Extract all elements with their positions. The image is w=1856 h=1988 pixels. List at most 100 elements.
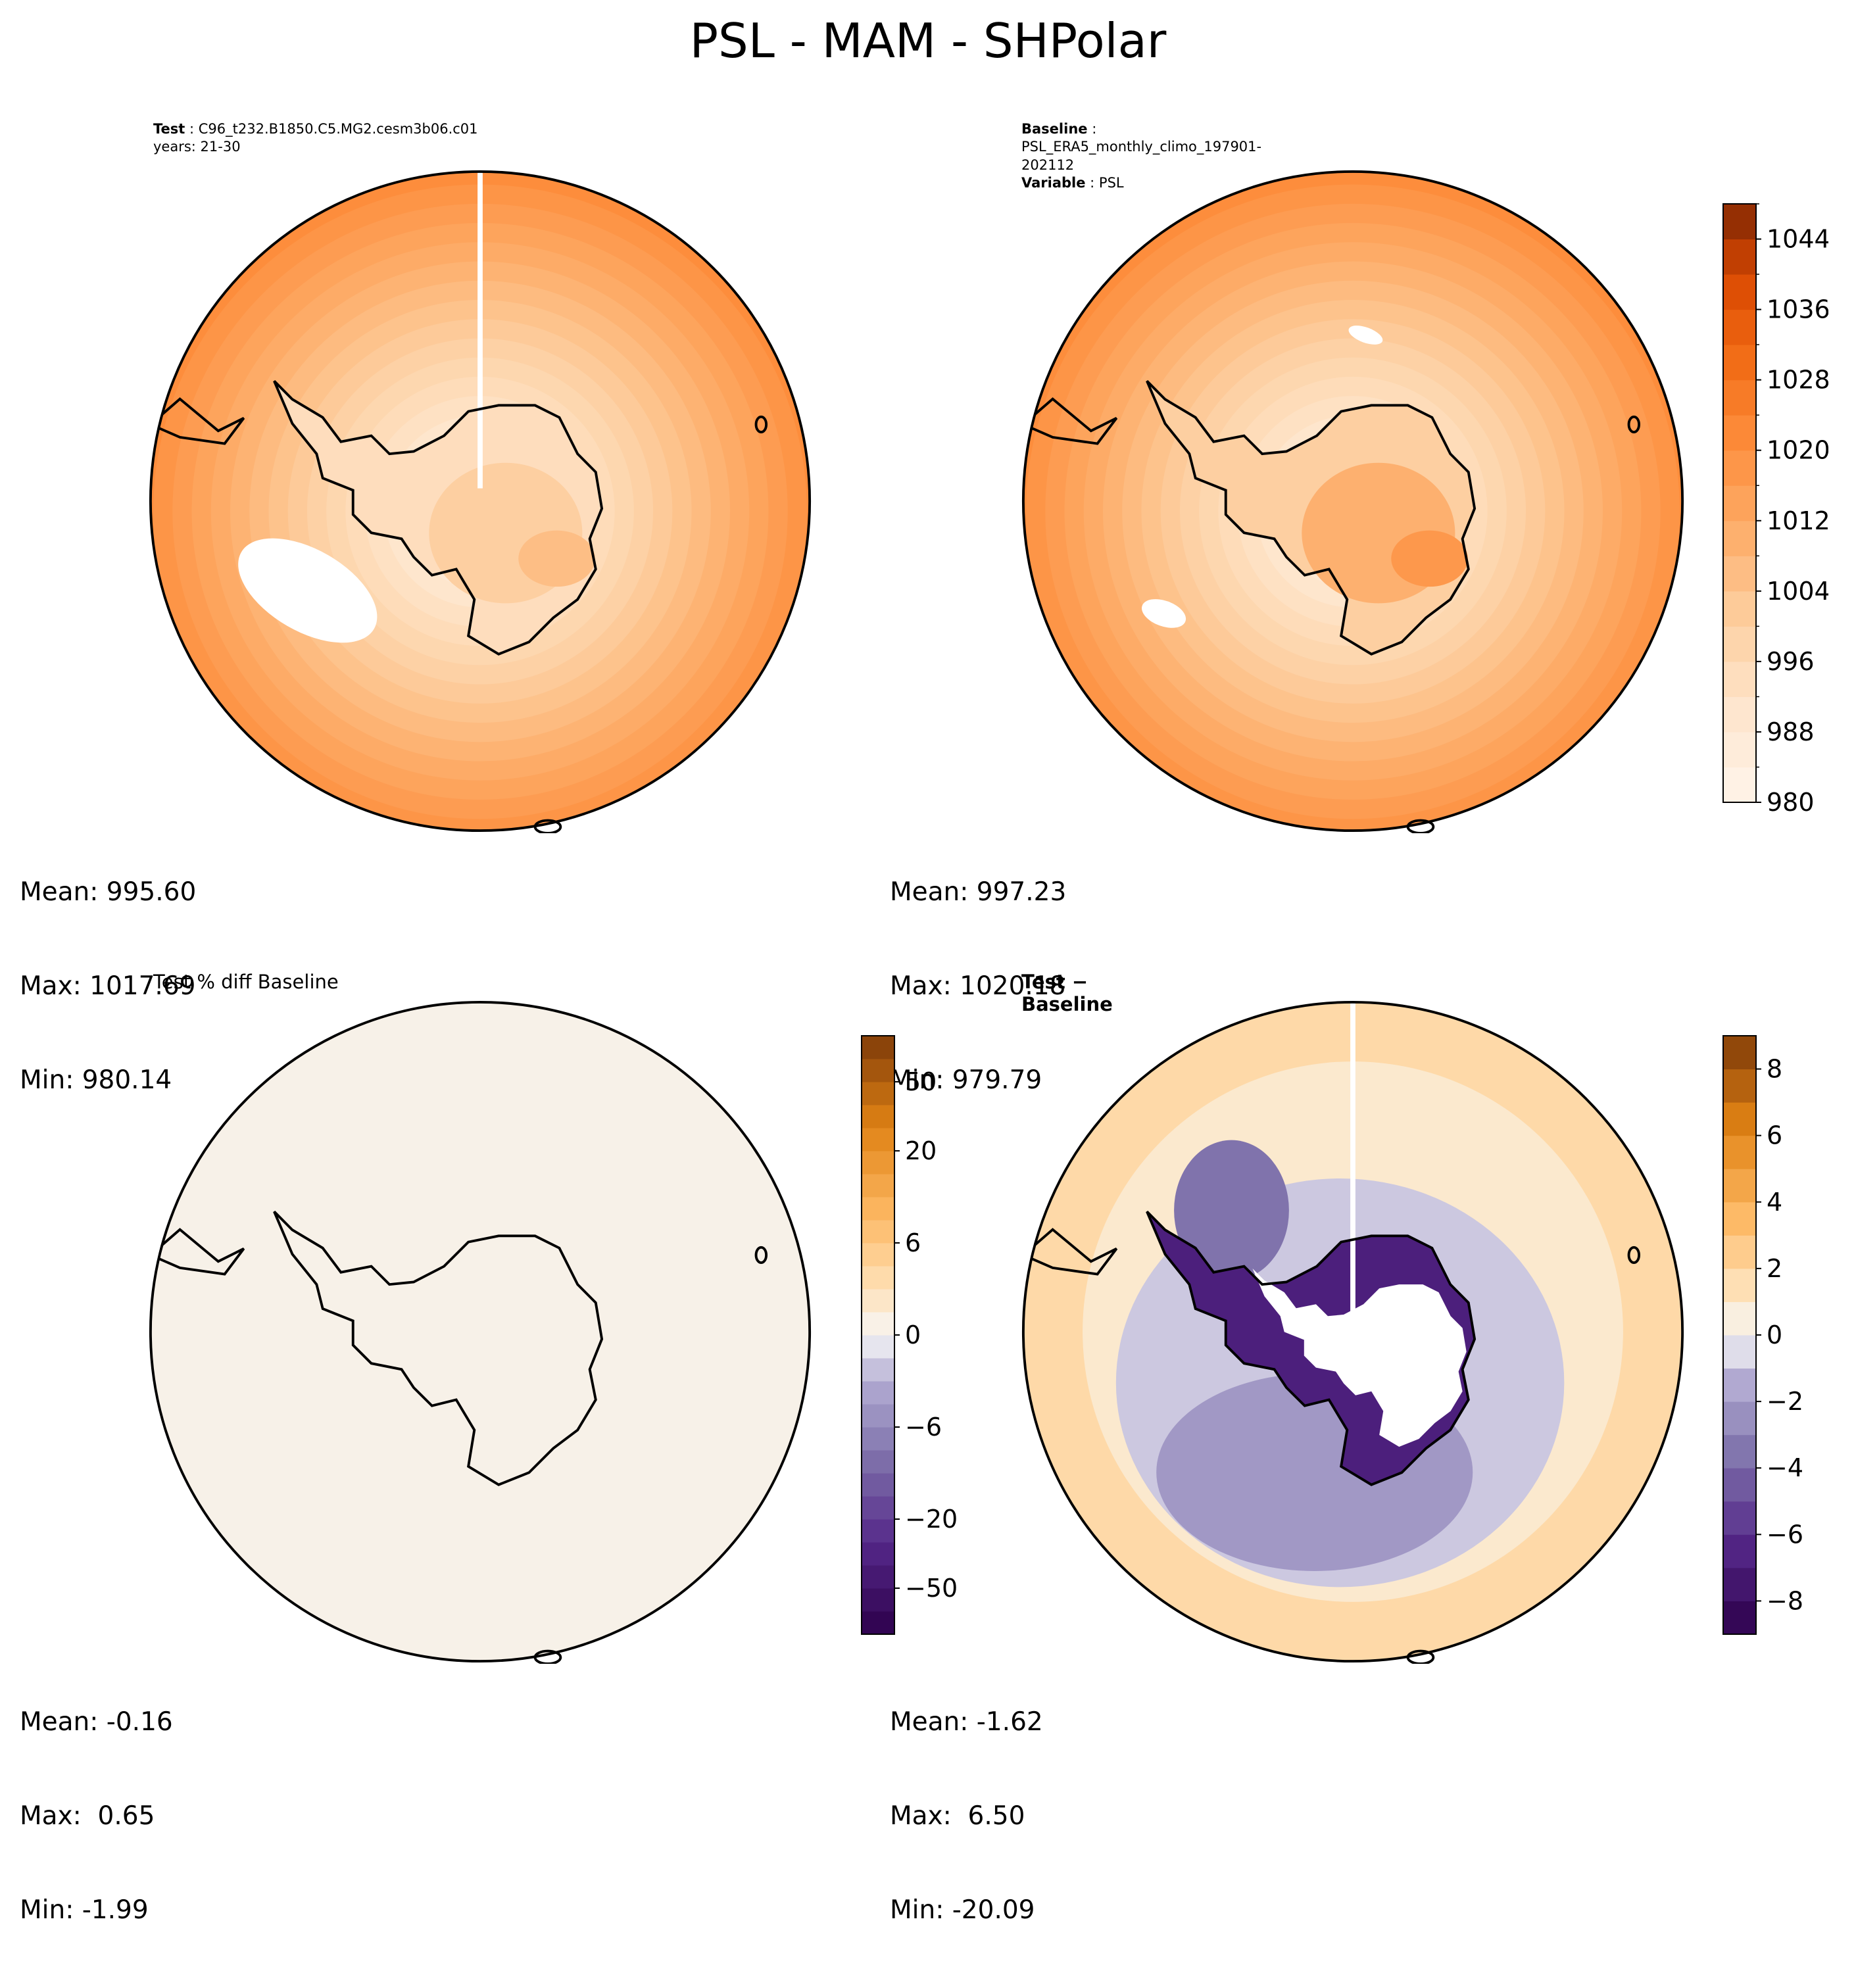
panel-test: Test : C96_t232.B1850.C5.MG2.cesm3b06.c0… bbox=[0, 0, 928, 1095]
colorbar-segment bbox=[1723, 1036, 1756, 1070]
south-america-coastline bbox=[150, 1228, 245, 1276]
uniform-field bbox=[150, 1002, 810, 1662]
map-baseline bbox=[1021, 169, 1685, 836]
stats-pctdiff: Mean: -0.16 Max: 0.65 Min: -1.99 bbox=[20, 1644, 173, 1988]
colorbar-segment bbox=[862, 1588, 894, 1612]
colorbar-tick-label: 1004 bbox=[1767, 577, 1828, 606]
figure: PSL - MAM - SHPolar Test : C96_t232.B185… bbox=[0, 0, 1830, 1925]
colorbar-segment bbox=[1723, 1102, 1756, 1136]
stat-min: Min: 979.79 bbox=[890, 1065, 1042, 1095]
stat-max: Max: 1020.18 bbox=[890, 971, 1066, 1001]
colorbar-segment bbox=[1723, 1235, 1756, 1269]
stat-mean: Mean: -1.62 bbox=[890, 1707, 1043, 1737]
colorbar-tick-label: −8 bbox=[1767, 1586, 1803, 1615]
colorbar-segment bbox=[862, 1036, 894, 1059]
map-boundary bbox=[1021, 170, 1684, 833]
data-gap-line bbox=[1350, 1002, 1355, 1319]
map-test bbox=[148, 169, 812, 836]
island-outline bbox=[1627, 415, 1641, 434]
meta-line-test: Test : C96_t232.B1850.C5.MG2.cesm3b06.c0… bbox=[153, 121, 478, 137]
negative-core bbox=[1174, 1140, 1289, 1281]
colorbar-segment bbox=[1723, 239, 1756, 275]
colorbar-segment bbox=[1723, 1368, 1756, 1402]
polar-map-baseline bbox=[1021, 170, 1684, 835]
island-outline bbox=[1627, 1246, 1641, 1265]
low-pressure-region bbox=[238, 538, 378, 643]
polar-map-test bbox=[149, 170, 812, 835]
colorbar-tick-label: −4 bbox=[1767, 1453, 1803, 1482]
south-america-coastline bbox=[1023, 397, 1118, 445]
island-outline bbox=[754, 1246, 768, 1265]
low-pressure-region bbox=[1348, 326, 1383, 345]
colorbar-segment bbox=[862, 1565, 894, 1589]
colorbar-segment bbox=[862, 1151, 894, 1175]
colorbar-tick-label: −20 bbox=[905, 1505, 958, 1534]
colorbar-segment bbox=[862, 1059, 894, 1082]
colorbar-segment bbox=[862, 1427, 894, 1451]
stat-mean: Mean: 995.60 bbox=[20, 877, 197, 908]
low-pressure-region bbox=[1142, 599, 1186, 628]
colorbar-tick-label: 0 bbox=[1767, 1321, 1782, 1349]
colorbar-segment bbox=[862, 1335, 894, 1359]
colorbar-segment bbox=[862, 1082, 894, 1105]
antarctica-coastline bbox=[273, 1211, 604, 1486]
colorbar-segment bbox=[862, 1197, 894, 1221]
colorbar-segment bbox=[1723, 626, 1756, 662]
stats-baseline: Mean: 997.23 Max: 1020.18 Min: 979.79 bbox=[890, 814, 1066, 1158]
colorbar-tick-label: −2 bbox=[1767, 1387, 1803, 1416]
colorbar-segment bbox=[862, 1174, 894, 1198]
south-america-coastline bbox=[1023, 1228, 1118, 1276]
colorbar-tick-label: 1044 bbox=[1767, 225, 1828, 254]
colorbar-segment bbox=[1723, 696, 1756, 733]
stat-min: Min: -1.99 bbox=[20, 1895, 149, 1925]
colorbar-segment bbox=[1723, 415, 1756, 451]
colorbar-segment bbox=[1723, 309, 1756, 345]
colorbar-segment bbox=[1723, 1335, 1756, 1369]
colorbar-tick-label: 1036 bbox=[1767, 295, 1828, 324]
colorbar-segment bbox=[1723, 379, 1756, 416]
colorbar-tick-label: 1012 bbox=[1767, 506, 1828, 535]
colorbar-segment bbox=[1723, 345, 1756, 381]
polar-map-diff bbox=[1021, 1000, 1684, 1665]
colorbar-tick-label: 980 bbox=[1767, 788, 1815, 815]
antarctica-coastline bbox=[1146, 1211, 1477, 1486]
colorbar-tick-label: 4 bbox=[1767, 1188, 1782, 1217]
colorbar-tick-label: 1028 bbox=[1767, 366, 1828, 395]
stat-min: Min: -20.09 bbox=[890, 1895, 1035, 1925]
colorbar-segment bbox=[862, 1404, 894, 1428]
colorbar-segment bbox=[862, 1450, 894, 1474]
colorbar-segment bbox=[1723, 1268, 1756, 1302]
colorbar-segment bbox=[862, 1243, 894, 1267]
colorbar-tick-label: 20 bbox=[905, 1136, 937, 1165]
colorbar-segment bbox=[1723, 1135, 1756, 1169]
colorbar-segment bbox=[1723, 1601, 1756, 1635]
colorbar-segment bbox=[862, 1496, 894, 1520]
colorbar-segment bbox=[1723, 661, 1756, 697]
colorbar-segment bbox=[862, 1128, 894, 1152]
panel-baseline: Baseline : PSL_ERA5_monthly_climo_197901… bbox=[0, 0, 1684, 1095]
stat-max: Max: 0.65 bbox=[20, 1801, 155, 1831]
panel-baseline-meta: Baseline : PSL_ERA5_monthly_climo_197901… bbox=[1021, 120, 1261, 192]
colorbar-segment bbox=[1723, 1201, 1756, 1236]
colorbar-pctdiff-svg: −50 −20 −6 0 6 20 50 bbox=[861, 1035, 958, 1635]
colorbar-segment bbox=[862, 1266, 894, 1290]
colorbar-segment bbox=[1723, 591, 1756, 627]
colorbar-tick-label: 8 bbox=[1767, 1055, 1782, 1084]
figure-suptitle: PSL - MAM - SHPolar bbox=[689, 13, 1167, 68]
antarctica-coastline bbox=[273, 380, 604, 656]
colorbar-absolute-svg: 980 988 996 1004 1012 1020 1028 1036 1044 bbox=[1722, 203, 1830, 817]
colorbar-segment bbox=[1723, 556, 1756, 592]
colorbar-segment bbox=[862, 1611, 894, 1635]
map-pctdiff bbox=[148, 1000, 812, 1666]
colorbar-diff-svg: −8 −6 −4 −2 0 2 4 6 8 bbox=[1722, 1035, 1803, 1635]
map-boundary bbox=[1021, 1000, 1684, 1663]
colorbar-tick-label: 50 bbox=[905, 1067, 937, 1096]
panel-pctdiff-title: Test % diff Baseline bbox=[153, 971, 339, 993]
colorbar-segment bbox=[1723, 1468, 1756, 1502]
colorbar-segment bbox=[862, 1289, 894, 1313]
colorbar-segment bbox=[862, 1105, 894, 1128]
meta-line-baseline: Baseline : PSL_ERA5_monthly_climo_197901… bbox=[1021, 121, 1262, 173]
antarctica-coastline bbox=[1146, 380, 1477, 656]
colorbar-pctdiff: −50 −20 −6 0 6 20 50 bbox=[848, 1029, 967, 1650]
colorbar-segment bbox=[1723, 1501, 1756, 1535]
